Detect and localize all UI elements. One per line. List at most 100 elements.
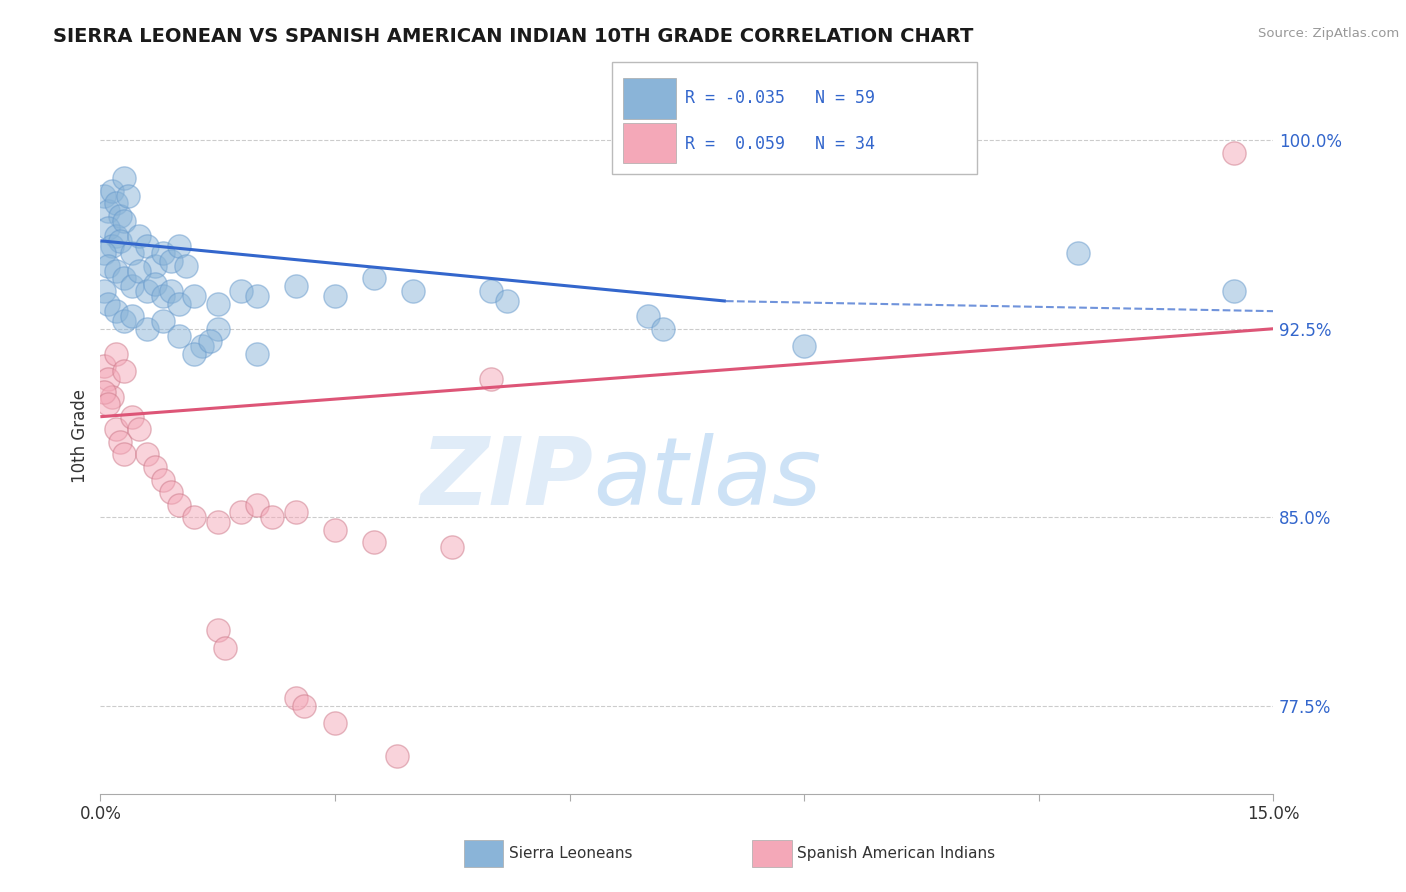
Point (112, 213, 135, 227)
Point (112, 171, 135, 186)
Point (246, 289, 269, 303)
Point (284, 691, 307, 706)
Point (479, 284, 502, 298)
Point (128, 264, 150, 278)
Text: ZIP: ZIP (420, 433, 593, 524)
Point (207, 296, 229, 310)
Point (159, 253, 181, 268)
Point (198, 334, 221, 349)
Point (284, 505, 307, 519)
Point (136, 239, 159, 253)
Point (323, 289, 346, 303)
Point (112, 364, 135, 378)
Point (136, 447, 159, 461)
Point (207, 322, 229, 336)
Point (1223, 284, 1246, 298)
Point (262, 510, 284, 524)
Point (152, 289, 174, 303)
Point (323, 716, 346, 731)
Point (441, 541, 464, 555)
Point (183, 510, 205, 524)
Point (93, 188, 115, 202)
Text: Source: ZipAtlas.com: Source: ZipAtlas.com (1258, 27, 1399, 40)
Text: R = -0.035   N = 59: R = -0.035 N = 59 (685, 89, 875, 107)
Point (167, 498, 190, 512)
Point (183, 347, 205, 361)
Point (97, 221, 120, 235)
Point (128, 228, 150, 243)
Point (97, 397, 120, 411)
Point (121, 279, 143, 293)
Point (152, 473, 174, 487)
Point (112, 271, 135, 285)
Point (112, 447, 135, 461)
Point (652, 322, 675, 336)
Point (159, 284, 181, 298)
Point (121, 309, 143, 323)
Point (159, 485, 181, 500)
Point (93, 359, 115, 374)
Point (136, 284, 159, 298)
Point (101, 239, 124, 253)
Point (152, 246, 174, 260)
Point (207, 624, 229, 638)
Point (104, 228, 127, 243)
Point (93, 284, 115, 298)
Point (479, 372, 502, 386)
Point (97, 296, 120, 310)
Point (183, 289, 205, 303)
Point (143, 277, 166, 291)
Point (104, 422, 127, 436)
Point (104, 196, 127, 211)
Point (108, 434, 131, 449)
Point (104, 264, 127, 278)
Point (97, 259, 120, 273)
Point (108, 209, 131, 223)
Point (207, 515, 229, 529)
Point (101, 184, 124, 198)
Point (117, 188, 139, 202)
Point (104, 304, 127, 318)
Point (143, 460, 166, 475)
Point (363, 271, 385, 285)
Point (387, 749, 409, 764)
Point (246, 347, 269, 361)
Point (97, 372, 120, 386)
Point (128, 422, 150, 436)
Point (104, 347, 127, 361)
Point (323, 523, 346, 537)
Point (143, 259, 166, 273)
Point (167, 239, 190, 253)
Text: Spanish American Indians: Spanish American Indians (797, 847, 995, 861)
Text: R =  0.059   N = 34: R = 0.059 N = 34 (685, 135, 875, 153)
Point (284, 279, 307, 293)
Y-axis label: 10th Grade: 10th Grade (72, 389, 89, 483)
Point (176, 259, 198, 273)
Point (121, 409, 143, 424)
Point (363, 535, 385, 549)
Point (1223, 145, 1246, 160)
Text: atlas: atlas (593, 433, 821, 524)
Point (496, 294, 519, 309)
Point (793, 339, 815, 353)
Point (101, 390, 124, 404)
Point (1067, 246, 1090, 260)
Point (214, 640, 236, 655)
Point (292, 698, 315, 713)
Point (93, 246, 115, 260)
Point (121, 246, 143, 260)
Point (402, 284, 425, 298)
Point (152, 314, 174, 328)
Text: Sierra Leoneans: Sierra Leoneans (509, 847, 633, 861)
Point (229, 284, 252, 298)
Text: SIERRA LEONEAN VS SPANISH AMERICAN INDIAN 10TH GRADE CORRELATION CHART: SIERRA LEONEAN VS SPANISH AMERICAN INDIA… (53, 27, 974, 45)
Point (108, 234, 131, 248)
Point (136, 322, 159, 336)
Point (191, 339, 214, 353)
Point (637, 309, 659, 323)
Point (246, 498, 269, 512)
Point (167, 329, 190, 343)
Point (93, 384, 115, 399)
Point (229, 505, 252, 519)
Point (97, 203, 120, 218)
